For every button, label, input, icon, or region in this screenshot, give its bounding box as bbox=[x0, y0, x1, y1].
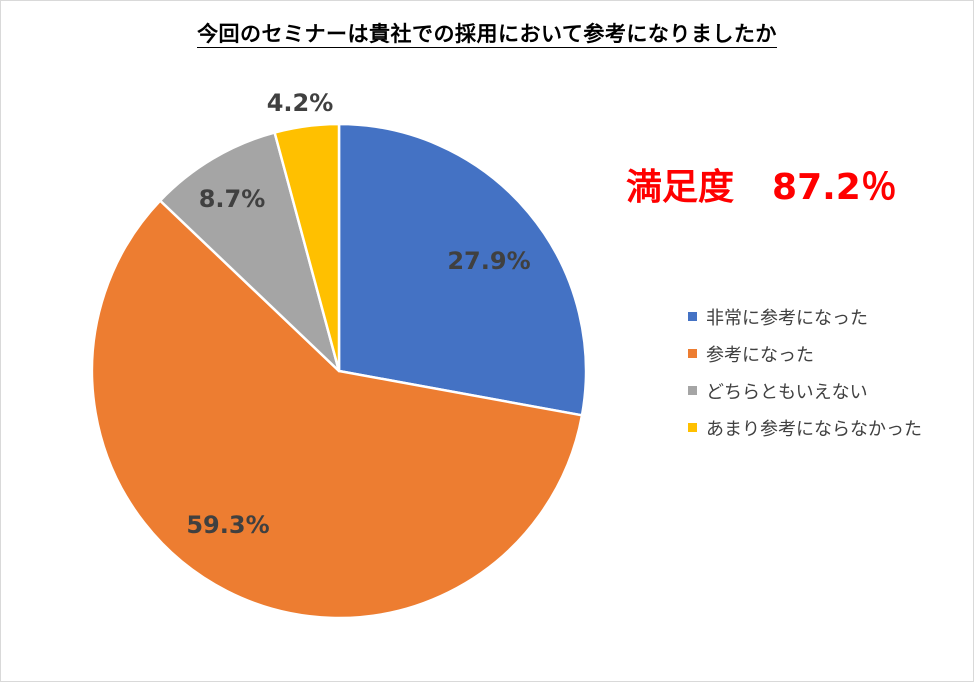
legend-label: どちらともいえない bbox=[706, 381, 868, 403]
satisfaction-label: 満足度 bbox=[626, 167, 735, 208]
pie-slice-2 bbox=[90, 199, 584, 620]
data-label-1: 27.9% bbox=[447, 247, 530, 275]
satisfaction-annotation: 満足度 87.2％ bbox=[626, 158, 897, 210]
chart-title-text: 今回のセミナーは貴社での採用において参考になりましたか bbox=[197, 22, 777, 48]
data-label-4: 4.2% bbox=[267, 89, 334, 117]
pie-data-labels: 27.9% 59.3% 8.7% 4.2% bbox=[186, 89, 530, 539]
chart-title: 今回のセミナーは貴社での採用において参考になりましたか bbox=[0, 18, 974, 48]
legend-label: あまり参考にならなかった bbox=[706, 418, 922, 440]
pie-slice-3 bbox=[158, 131, 341, 373]
legend-item-4: あまり参考にならなかった bbox=[688, 409, 922, 446]
data-label-2: 59.3% bbox=[186, 511, 269, 539]
legend-item-1: 非常に参考になった bbox=[688, 298, 922, 335]
legend-swatch bbox=[688, 312, 697, 321]
legend-swatch bbox=[688, 386, 697, 395]
satisfaction-value: 87.2％ bbox=[772, 167, 897, 208]
pie-slice-4 bbox=[273, 122, 341, 373]
data-label-3: 8.7% bbox=[199, 185, 266, 213]
legend-item-2: 参考になった bbox=[688, 335, 922, 372]
legend-swatch bbox=[688, 423, 697, 432]
legend-label: 非常に参考になった bbox=[706, 307, 868, 329]
legend-item-3: どちらともいえない bbox=[688, 372, 922, 409]
legend-swatch bbox=[688, 349, 697, 358]
pie-slice-1 bbox=[337, 122, 588, 417]
legend-label: 参考になった bbox=[706, 344, 814, 366]
chart-legend: 非常に参考になった 参考になったどちらともいえないあまり参考にならなかった bbox=[688, 298, 922, 446]
pie-slices bbox=[90, 122, 588, 620]
